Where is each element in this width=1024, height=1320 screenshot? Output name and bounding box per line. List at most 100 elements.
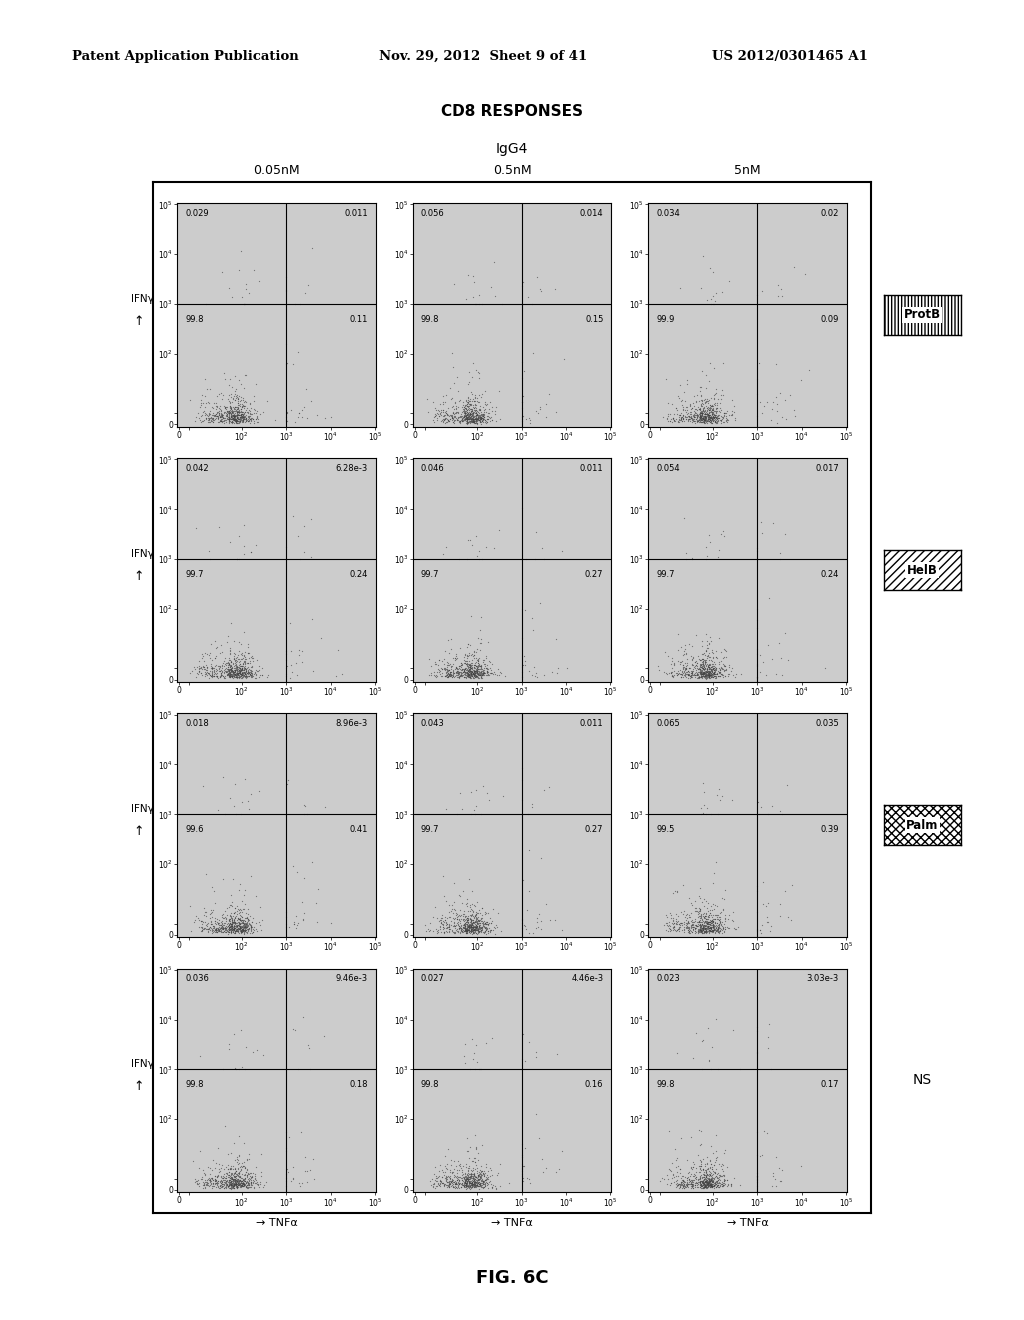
Point (687, 404, 703, 425)
Point (236, 912, 252, 933)
Point (226, 404, 243, 425)
Point (253, 1166, 269, 1187)
Point (695, 1167, 712, 1188)
Point (696, 911, 713, 932)
Point (715, 916, 731, 937)
Point (453, 917, 469, 939)
Point (461, 921, 477, 942)
Point (222, 665, 239, 686)
Point (241, 647, 257, 668)
Point (234, 1152, 251, 1173)
Text: ↑: ↑ (133, 570, 143, 583)
Point (460, 909, 476, 931)
Point (692, 649, 709, 671)
Point (472, 664, 488, 685)
Point (696, 665, 713, 686)
Point (234, 1172, 251, 1193)
Point (450, 915, 466, 936)
Point (513, 546, 529, 568)
Point (240, 919, 256, 940)
Point (226, 1024, 243, 1045)
Point (472, 632, 488, 653)
Point (696, 1173, 713, 1195)
Point (447, 656, 464, 677)
Point (457, 1172, 473, 1193)
Point (240, 1168, 256, 1189)
Point (718, 409, 734, 430)
Point (697, 915, 714, 936)
Point (457, 920, 473, 941)
Point (700, 663, 717, 684)
Point (685, 408, 701, 429)
Point (705, 397, 721, 418)
Point (695, 916, 712, 937)
Point (682, 665, 698, 686)
Point (285, 1167, 301, 1188)
Point (480, 1171, 497, 1192)
Point (469, 401, 485, 422)
Point (707, 908, 723, 929)
Point (461, 409, 477, 430)
Point (231, 916, 248, 937)
Point (695, 664, 712, 685)
Point (246, 259, 262, 280)
Point (467, 663, 483, 684)
Point (208, 395, 224, 416)
Point (521, 923, 538, 944)
Point (278, 913, 294, 935)
Point (236, 515, 252, 536)
Point (457, 397, 473, 418)
Point (683, 1173, 699, 1195)
Point (695, 411, 712, 432)
Point (229, 401, 246, 422)
Point (669, 1175, 685, 1196)
Point (690, 912, 707, 933)
Point (760, 1038, 776, 1059)
Point (446, 403, 463, 424)
Point (460, 915, 476, 936)
Point (693, 405, 710, 426)
Point (465, 411, 481, 432)
Point (467, 653, 483, 675)
Point (701, 403, 718, 424)
Point (476, 661, 493, 682)
Point (440, 663, 457, 684)
Point (223, 405, 240, 426)
Point (466, 664, 482, 685)
Point (198, 1176, 214, 1197)
Point (467, 393, 483, 414)
Point (458, 413, 474, 434)
Point (691, 391, 708, 412)
Point (456, 667, 472, 688)
Point (700, 408, 717, 429)
Point (677, 664, 693, 685)
Point (469, 657, 485, 678)
Point (230, 1171, 247, 1192)
Point (223, 1173, 240, 1195)
Point (243, 541, 259, 562)
Point (238, 915, 254, 936)
Point (463, 1159, 479, 1180)
Point (197, 1164, 213, 1185)
Point (692, 408, 709, 429)
Point (457, 408, 473, 429)
Point (706, 660, 722, 681)
Point (669, 1147, 685, 1168)
Point (460, 912, 476, 933)
Point (693, 660, 710, 681)
Point (208, 645, 224, 667)
Point (226, 1173, 243, 1195)
Point (690, 411, 707, 432)
Point (458, 912, 474, 933)
Point (226, 1159, 243, 1180)
Point (707, 407, 723, 428)
Point (205, 405, 221, 426)
Point (427, 1170, 443, 1191)
Point (721, 656, 737, 677)
Point (664, 661, 680, 682)
Point (464, 657, 480, 678)
Point (466, 659, 482, 680)
Point (714, 1173, 730, 1195)
Point (198, 1172, 214, 1193)
Point (455, 655, 471, 676)
